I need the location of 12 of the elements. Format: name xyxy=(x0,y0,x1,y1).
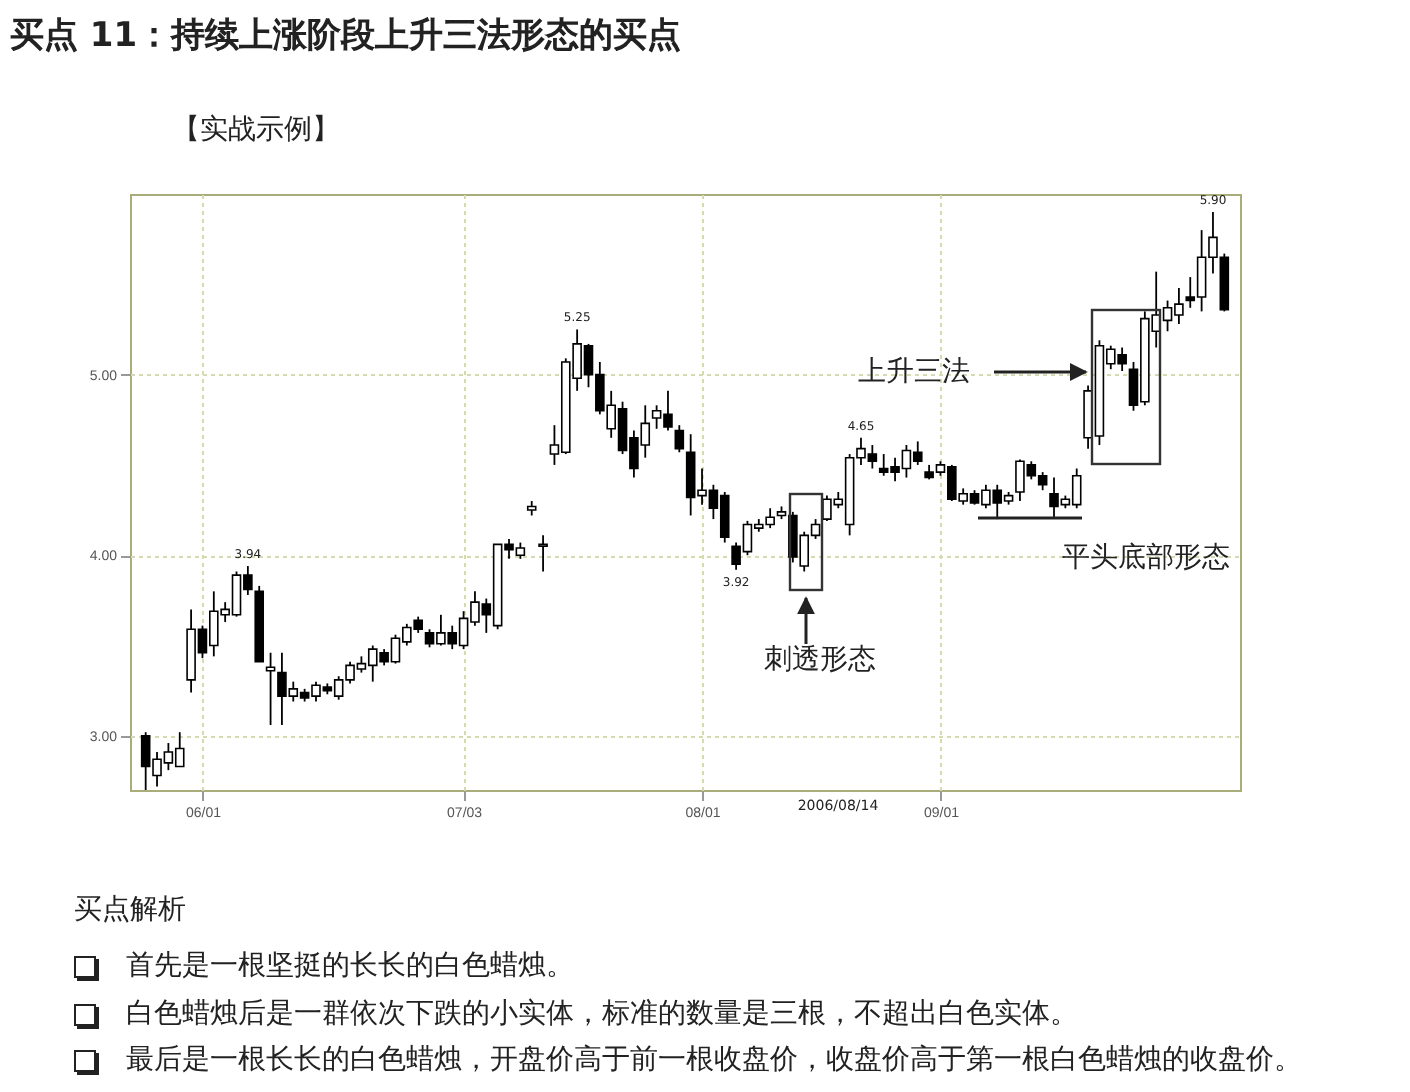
candlestick xyxy=(538,534,548,573)
text: 买点解析 xyxy=(74,892,186,928)
text: 最后是一根长长的白色蜡烛，开盘价高于前一根收盘价，收盘价高于第一根白色蜡烛的收盘价。 xyxy=(126,1042,1302,1078)
candlestick xyxy=(265,651,276,726)
chart-title: 买点 11：持续上涨阶段上升三法形态的买点 xyxy=(10,14,682,58)
candlestick xyxy=(674,424,685,454)
annotation: 刺透形态 xyxy=(764,644,876,676)
text: 白色蜡烛后是一群依次下跌的小实体，标准的数量是三根，不超出白色实体。 xyxy=(126,996,1078,1032)
annotation: 平头底部形态 xyxy=(1062,542,1230,574)
annotation: 上升三法 xyxy=(858,356,970,388)
chart-subtitle: 【实战示例】 xyxy=(172,112,340,148)
text: 首先是一根坚挺的长长的白色蜡烛。 xyxy=(126,948,574,984)
